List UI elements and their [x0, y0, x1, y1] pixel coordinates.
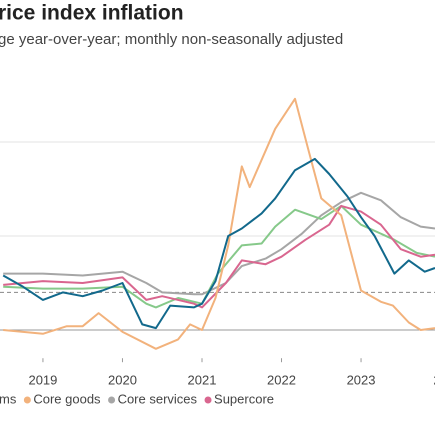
x-tick-label: 2022 [267, 372, 296, 387]
legend-label: Core goods [33, 391, 101, 406]
chart-subtitle: ge year-over-year; monthly non-seasonall… [0, 31, 343, 48]
series-line [2, 157, 435, 330]
x-tick-label: 20 [433, 372, 435, 387]
legend-swatch [108, 396, 116, 404]
x-tick-label: 2023 [347, 372, 376, 387]
series-line [3, 204, 435, 309]
legend-swatch [204, 396, 212, 404]
legend-label: Core services [118, 391, 198, 406]
x-tick-label: 2020 [108, 372, 137, 387]
legend-label: ms [0, 391, 17, 406]
legend-label: Supercore [214, 391, 274, 406]
legend-swatch [23, 396, 31, 404]
x-tick-label: 2019 [28, 372, 57, 387]
x-tick-label: 2021 [188, 372, 217, 387]
series-line [3, 204, 435, 309]
chart-title: rice index inflation [0, 2, 184, 25]
series-line [3, 97, 435, 350]
